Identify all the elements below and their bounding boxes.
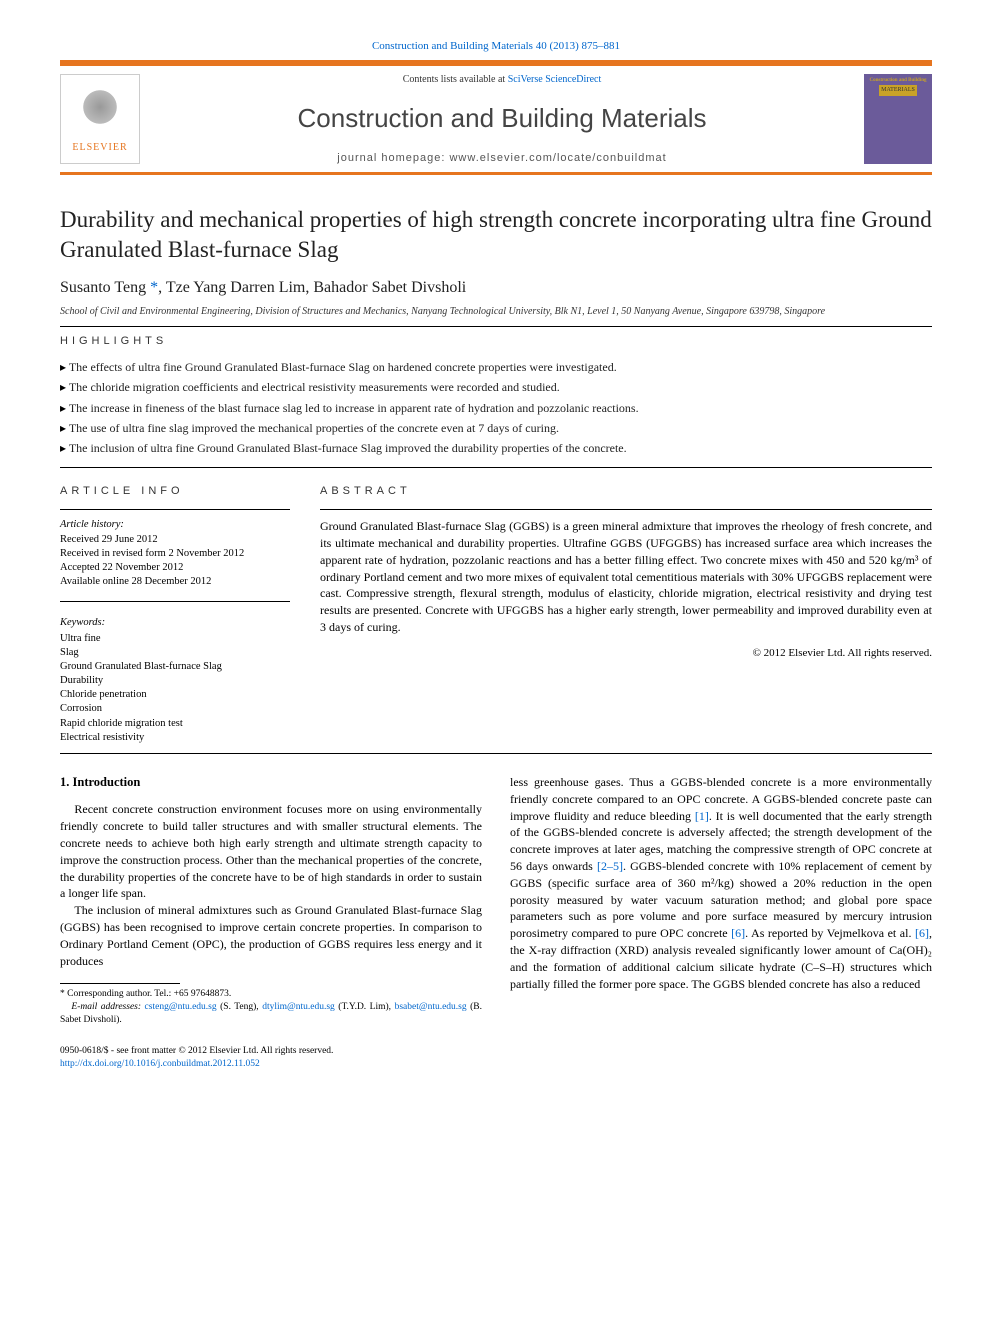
contents-line: Contents lists available at SciVerse Sci… [152, 74, 852, 85]
author-list: Susanto Teng *, Tze Yang Darren Lim, Bah… [60, 279, 932, 297]
author-2: Tze Yang Darren Lim [166, 279, 306, 296]
corresponding-marker: * [146, 279, 158, 296]
info-rule-top [60, 509, 290, 510]
ref-link[interactable]: [6] [915, 926, 929, 940]
highlight-item: The inclusion of ultra fine Ground Granu… [60, 438, 932, 458]
info-rule-mid [60, 601, 290, 602]
body-columns: 1. Introduction Recent concrete construc… [60, 774, 932, 1071]
contents-prefix: Contents lists available at [403, 74, 508, 85]
body-paragraph: Recent concrete construction environment… [60, 801, 482, 902]
email-addresses: E-mail addresses: csteng@ntu.edu.sg (S. … [60, 1001, 482, 1027]
info-abstract-row: ARTICLE INFO Article history: Received 2… [60, 484, 932, 745]
header-orange-bar-bottom [60, 172, 932, 175]
history-item: Accepted 22 November 2012 [60, 561, 290, 575]
rule-1 [60, 326, 932, 327]
body-paragraph: less greenhouse gases. Thus a GGBS-blend… [510, 774, 932, 992]
asterisk-symbol: * [150, 279, 158, 296]
author-sep-1: , [158, 279, 166, 296]
article-info: ARTICLE INFO Article history: Received 2… [60, 484, 290, 745]
sciencedirect-link[interactable]: SciVerse ScienceDirect [508, 74, 602, 85]
highlights-label: HIGHLIGHTS [60, 335, 932, 347]
highlight-item: The increase in fineness of the blast fu… [60, 398, 932, 418]
keyword: Ultra fine [60, 632, 290, 646]
body-text: . As reported by Vejmelkova et al. [745, 926, 915, 940]
email-label: E-mail addresses: [71, 1002, 144, 1012]
ref-link[interactable]: [1] [695, 809, 709, 823]
affiliation: School of Civil and Environmental Engine… [60, 305, 932, 318]
rule-3 [60, 753, 932, 754]
history-label: Article history: [60, 518, 290, 532]
header-center: Contents lists available at SciVerse Sci… [152, 74, 852, 164]
keywords-label: Keywords: [60, 616, 290, 630]
abstract-block: ABSTRACT Ground Granulated Blast-furnace… [320, 484, 932, 745]
body-column-left: 1. Introduction Recent concrete construc… [60, 774, 482, 1071]
cover-text-top: Construction and Building [870, 78, 927, 83]
keyword: Rapid chloride migration test [60, 717, 290, 731]
email-link-1[interactable]: csteng@ntu.edu.sg [145, 1002, 217, 1012]
highlight-item: The effects of ultra fine Ground Granula… [60, 357, 932, 377]
highlight-item: The chloride migration coefficients and … [60, 377, 932, 397]
doi-block: 0950-0618/$ - see front matter © 2012 El… [60, 1045, 482, 1071]
elsevier-tree-icon [75, 85, 125, 140]
homepage-prefix: journal homepage: [337, 152, 449, 164]
corresponding-author-note: * Corresponding author. Tel.: +65 976488… [60, 988, 482, 1001]
abstract-rule-top [320, 509, 932, 510]
homepage-url: www.elsevier.com/locate/conbuildmat [449, 152, 666, 164]
history-item: Received 29 June 2012 [60, 533, 290, 547]
body-column-right: less greenhouse gases. Thus a GGBS-blend… [510, 774, 932, 1071]
keyword: Durability [60, 674, 290, 688]
ref-link[interactable]: [2–5] [597, 859, 623, 873]
keyword: Chloride penetration [60, 688, 290, 702]
journal-cover-thumbnail: Construction and Building MATERIALS [864, 74, 932, 164]
article-title: Durability and mechanical properties of … [60, 205, 932, 265]
cover-title-badge: MATERIALS [879, 85, 917, 96]
abstract-copyright: © 2012 Elsevier Ltd. All rights reserved… [320, 646, 932, 661]
body-paragraph: The inclusion of mineral admixtures such… [60, 902, 482, 969]
header-citation: Construction and Building Materials 40 (… [60, 40, 932, 52]
keyword: Slag [60, 646, 290, 660]
author-1: Susanto Teng [60, 279, 146, 296]
email-who-2: (T.Y.D. Lim), [335, 1002, 395, 1012]
elsevier-logo: ELSEVIER [60, 74, 140, 164]
rule-2 [60, 467, 932, 468]
highlights-list: The effects of ultra fine Ground Granula… [60, 357, 932, 459]
email-link-2[interactable]: dtylim@ntu.edu.sg [262, 1002, 335, 1012]
elsevier-logo-text: ELSEVIER [72, 142, 127, 153]
history-item: Available online 28 December 2012 [60, 575, 290, 589]
article-info-label: ARTICLE INFO [60, 484, 290, 499]
ref-link[interactable]: [6] [731, 926, 745, 940]
doi-link[interactable]: http://dx.doi.org/10.1016/j.conbuildmat.… [60, 1059, 260, 1069]
footnote-block: * Corresponding author. Tel.: +65 976488… [60, 988, 482, 1026]
section-heading-intro: 1. Introduction [60, 774, 482, 792]
front-matter-line: 0950-0618/$ - see front matter © 2012 El… [60, 1045, 482, 1058]
journal-homepage: journal homepage: www.elsevier.com/locat… [152, 152, 852, 164]
keyword: Electrical resistivity [60, 731, 290, 745]
history-item: Received in revised form 2 November 2012 [60, 547, 290, 561]
keyword: Corrosion [60, 702, 290, 716]
email-link-3[interactable]: bsabet@ntu.edu.sg [395, 1002, 467, 1012]
header-orange-bar-top [60, 60, 932, 66]
highlight-item: The use of ultra fine slag improved the … [60, 418, 932, 438]
email-who-1: (S. Teng), [217, 1002, 263, 1012]
abstract-text: Ground Granulated Blast-furnace Slag (GG… [320, 518, 932, 636]
journal-title: Construction and Building Materials [152, 103, 852, 134]
abstract-label: ABSTRACT [320, 484, 932, 499]
keyword: Ground Granulated Blast-furnace Slag [60, 660, 290, 674]
journal-header: ELSEVIER Contents lists available at Sci… [60, 74, 932, 164]
author-3: Bahador Sabet Divsholi [313, 279, 466, 296]
footnote-rule [60, 983, 180, 984]
